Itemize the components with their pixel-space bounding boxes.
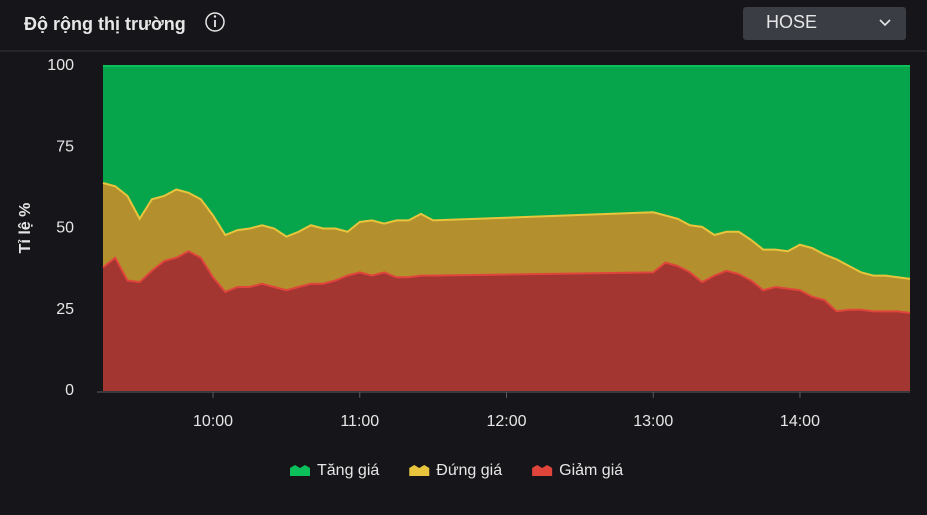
x-tick-label: 14:00 bbox=[780, 413, 820, 430]
y-tick-label: 0 bbox=[65, 382, 74, 399]
info-icon[interactable] bbox=[205, 12, 225, 32]
title: Độ rộng thị trường bbox=[24, 14, 186, 34]
y-tick-label: 25 bbox=[56, 301, 74, 318]
x-tick-label: 11:00 bbox=[340, 413, 379, 430]
legend-icon bbox=[409, 465, 430, 476]
legend-label: Giảm giá bbox=[559, 462, 623, 479]
dropdown[interactable]: HOSE bbox=[743, 7, 906, 40]
legend-label: Đứng giá bbox=[436, 462, 502, 479]
area bbox=[103, 66, 910, 279]
dropdown-value: HOSE bbox=[766, 12, 817, 32]
x-tick-label: 13:00 bbox=[633, 413, 673, 430]
legend-item[interactable]: Đứng giá bbox=[409, 462, 502, 479]
legend-item[interactable]: Tăng giá bbox=[290, 462, 379, 479]
y-tick-label: 75 bbox=[56, 138, 74, 155]
area bbox=[103, 183, 910, 313]
x-tick-label: 12:00 bbox=[486, 413, 526, 430]
y-tick-label: 50 bbox=[56, 220, 74, 237]
x-tick-label: 10:00 bbox=[193, 413, 233, 430]
area-line bbox=[102, 250, 911, 314]
area-line bbox=[102, 182, 911, 280]
y-axis-label: Tỉ lệ % bbox=[17, 203, 34, 254]
legend-label: Tăng giá bbox=[317, 462, 379, 479]
y-tick-label: 100 bbox=[47, 57, 74, 74]
legend-item[interactable]: Giảm giá bbox=[532, 462, 623, 479]
legend-icon bbox=[532, 465, 553, 476]
legend-icon bbox=[290, 465, 310, 476]
